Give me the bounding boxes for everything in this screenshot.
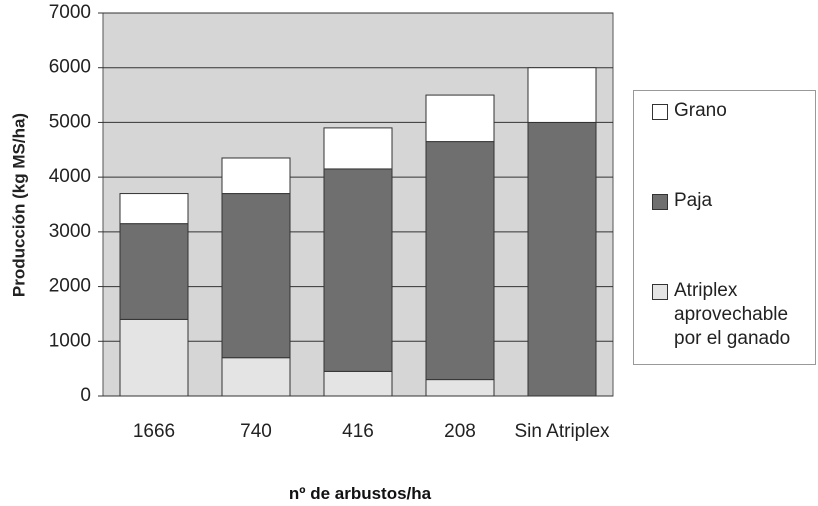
bar-segment — [527, 121, 597, 397]
bar-segment — [119, 318, 189, 397]
y-tick-label: 5000 — [49, 111, 91, 132]
bar-segment — [323, 370, 393, 397]
legend-swatch — [652, 284, 668, 300]
bar-segment — [425, 141, 495, 381]
y-tick-label: 1000 — [49, 330, 91, 351]
x-tick-label: 208 — [444, 421, 476, 442]
bar-segment — [323, 168, 393, 372]
y-tick-label: 0 — [80, 385, 91, 406]
legend-item: Paja — [652, 189, 817, 213]
legend-item: Grano — [652, 99, 817, 123]
y-axis-title: Producción (kg MS/ha) — [9, 113, 28, 297]
bar-segment — [119, 223, 189, 320]
legend-item: Atriplex aprovechable por el ganado — [652, 279, 817, 351]
x-tick-label: 740 — [240, 421, 272, 442]
bar-segment — [323, 127, 393, 170]
x-tick-label: Sin Atriplex — [514, 421, 610, 442]
bar-segment — [527, 67, 597, 123]
bar-segment — [221, 357, 291, 397]
y-tick-label: 4000 — [49, 166, 91, 187]
x-tick-label: 1666 — [132, 421, 176, 442]
y-tick-label: 3000 — [49, 221, 91, 242]
legend-swatch — [652, 194, 668, 210]
legend: Grano Paja Atriplex aprovechable por el ga… — [633, 90, 816, 365]
legend-swatch — [652, 104, 668, 120]
x-tick-label: 416 — [342, 421, 374, 442]
legend-label: Grano — [674, 100, 727, 121]
x-axis-title: nº de arbustos/ha — [288, 484, 432, 503]
y-tick-label: 2000 — [49, 276, 91, 297]
bar-segment — [425, 94, 495, 143]
bar-segment — [221, 193, 291, 359]
legend-label: Paja — [674, 190, 713, 211]
bar-segment — [119, 193, 189, 225]
bar-segment — [425, 379, 495, 397]
legend-label: Atriplex aprovechable por el ganado — [674, 280, 791, 349]
y-tick-label: 6000 — [49, 57, 91, 78]
bar-segment — [221, 157, 291, 195]
y-tick-label: 7000 — [49, 2, 91, 23]
